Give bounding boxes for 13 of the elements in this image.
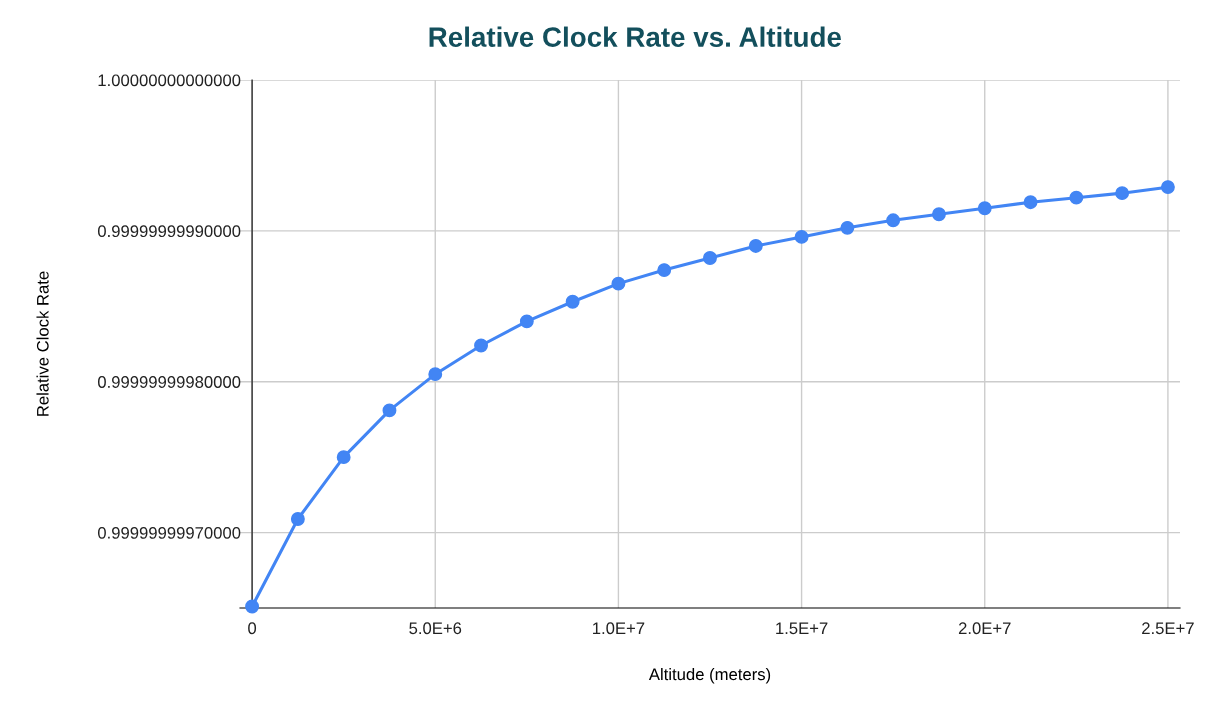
y-tick-label: 0.99999999970000 bbox=[97, 526, 241, 539]
x-axis-title: Altitude (meters) bbox=[648, 667, 771, 684]
x-tick-label: 1.0E+7 bbox=[593, 622, 645, 635]
x-tick-label: 0 bbox=[248, 622, 257, 635]
x-tick-label: 2.0E+7 bbox=[958, 622, 1011, 635]
y-tick-label: 1.00000000000000 bbox=[98, 74, 241, 87]
x-tick-label: 2.5E+7 bbox=[1142, 622, 1194, 635]
x-tick-label: 5.0E+6 bbox=[409, 622, 462, 635]
y-tick-label: 0.99999999990000 bbox=[97, 225, 241, 238]
chart-title: Relative Clock Rate vs. Altitude bbox=[429, 26, 841, 47]
y-axis-title: Relative Clock Rate bbox=[36, 271, 49, 416]
y-tick-label: 0.99999999980000 bbox=[97, 376, 241, 388]
x-tick-label: 1.5E+7 bbox=[776, 622, 828, 635]
